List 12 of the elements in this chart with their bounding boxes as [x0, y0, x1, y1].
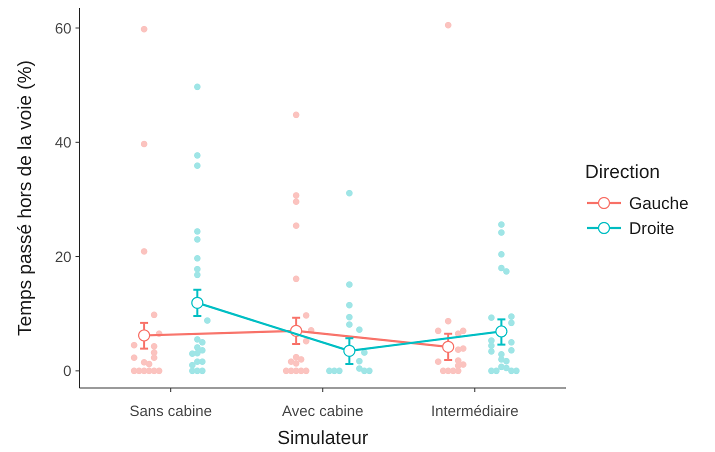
y-tick-label: 60 — [54, 20, 72, 38]
x-tick-label: Sans cabine — [129, 403, 212, 420]
x-tick-label: Intermédiaire — [431, 403, 519, 420]
y-axis-title: Temps passé hors de la voie (%) — [15, 60, 36, 336]
x-tick-label: Avec cabine — [282, 403, 364, 420]
y-tick-label: 20 — [54, 248, 72, 266]
y-tick-label: 0 — [63, 363, 72, 380]
y-tick-label: 40 — [54, 134, 72, 152]
x-axis-title: Simulateur — [277, 428, 369, 449]
legend-title: Direction — [585, 162, 660, 183]
legend-label: Droite — [629, 218, 674, 238]
legend-label: Gauche — [629, 194, 689, 213]
